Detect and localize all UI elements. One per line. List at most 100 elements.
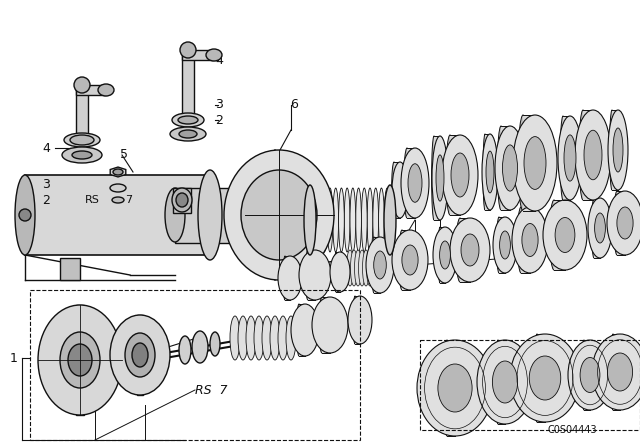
Ellipse shape xyxy=(316,188,321,252)
Ellipse shape xyxy=(595,213,605,243)
Ellipse shape xyxy=(132,343,148,367)
Ellipse shape xyxy=(442,135,478,215)
Bar xyxy=(434,136,440,220)
Bar xyxy=(521,207,530,273)
Ellipse shape xyxy=(584,130,602,180)
Text: RS  7: RS 7 xyxy=(390,262,422,275)
Ellipse shape xyxy=(575,110,611,200)
Ellipse shape xyxy=(170,127,206,141)
Bar xyxy=(76,305,84,415)
Ellipse shape xyxy=(350,188,356,252)
Bar xyxy=(407,148,415,218)
Bar xyxy=(485,134,490,210)
Bar xyxy=(537,334,545,422)
Ellipse shape xyxy=(446,135,454,215)
Ellipse shape xyxy=(555,217,575,253)
Ellipse shape xyxy=(270,316,280,360)
Bar xyxy=(447,340,455,436)
Ellipse shape xyxy=(524,137,546,190)
Ellipse shape xyxy=(408,164,422,202)
Ellipse shape xyxy=(372,237,376,293)
Ellipse shape xyxy=(366,237,394,293)
Ellipse shape xyxy=(224,150,334,280)
Bar xyxy=(584,340,590,410)
Ellipse shape xyxy=(580,358,600,392)
Ellipse shape xyxy=(588,198,612,258)
Ellipse shape xyxy=(113,169,123,175)
Ellipse shape xyxy=(379,188,384,252)
Bar xyxy=(285,256,290,300)
Ellipse shape xyxy=(286,316,296,360)
Bar xyxy=(76,85,106,95)
Bar xyxy=(523,115,535,211)
Ellipse shape xyxy=(384,188,390,252)
Ellipse shape xyxy=(230,316,240,360)
Ellipse shape xyxy=(614,191,620,255)
Ellipse shape xyxy=(500,231,511,259)
Ellipse shape xyxy=(609,110,614,190)
Bar xyxy=(554,200,565,270)
Bar xyxy=(308,250,315,300)
Ellipse shape xyxy=(299,250,331,300)
Ellipse shape xyxy=(319,297,325,353)
Bar xyxy=(182,50,194,120)
Text: 5: 5 xyxy=(120,148,128,161)
Ellipse shape xyxy=(198,170,222,260)
Ellipse shape xyxy=(513,115,557,211)
Ellipse shape xyxy=(334,252,338,292)
Ellipse shape xyxy=(278,256,302,300)
Ellipse shape xyxy=(112,197,124,203)
Ellipse shape xyxy=(607,191,640,255)
Bar xyxy=(25,175,210,255)
Bar xyxy=(594,198,600,258)
Ellipse shape xyxy=(560,116,566,200)
Text: RS: RS xyxy=(85,195,100,205)
Ellipse shape xyxy=(321,188,327,252)
Ellipse shape xyxy=(98,84,114,96)
Ellipse shape xyxy=(330,252,350,292)
Ellipse shape xyxy=(383,250,390,286)
Ellipse shape xyxy=(534,334,540,422)
Ellipse shape xyxy=(344,188,350,252)
Ellipse shape xyxy=(172,113,204,127)
Bar xyxy=(355,296,360,344)
Ellipse shape xyxy=(432,136,448,220)
Ellipse shape xyxy=(444,340,450,436)
Ellipse shape xyxy=(438,364,472,412)
Ellipse shape xyxy=(579,110,587,200)
Ellipse shape xyxy=(456,218,464,282)
Ellipse shape xyxy=(378,250,385,286)
Ellipse shape xyxy=(72,151,92,159)
Ellipse shape xyxy=(250,185,270,245)
Ellipse shape xyxy=(371,250,378,286)
Ellipse shape xyxy=(296,304,301,356)
Ellipse shape xyxy=(512,207,548,273)
Ellipse shape xyxy=(362,250,369,286)
Bar xyxy=(460,218,470,282)
Ellipse shape xyxy=(582,340,586,410)
Ellipse shape xyxy=(374,250,381,286)
Ellipse shape xyxy=(568,340,612,410)
Ellipse shape xyxy=(355,250,362,286)
Ellipse shape xyxy=(543,200,587,270)
Ellipse shape xyxy=(373,188,379,252)
Text: 6: 6 xyxy=(290,99,298,112)
Ellipse shape xyxy=(436,155,444,201)
Bar xyxy=(617,191,625,255)
Ellipse shape xyxy=(493,217,517,273)
Ellipse shape xyxy=(125,333,155,377)
Ellipse shape xyxy=(15,175,35,255)
Ellipse shape xyxy=(241,170,317,260)
Ellipse shape xyxy=(384,185,396,255)
Ellipse shape xyxy=(450,218,490,282)
Ellipse shape xyxy=(404,148,410,218)
Ellipse shape xyxy=(64,133,100,147)
Bar xyxy=(612,110,618,190)
Ellipse shape xyxy=(374,251,387,279)
Ellipse shape xyxy=(38,305,122,415)
Ellipse shape xyxy=(210,332,220,356)
Ellipse shape xyxy=(178,116,198,124)
Ellipse shape xyxy=(497,217,501,273)
Ellipse shape xyxy=(592,334,640,410)
Text: 1: 1 xyxy=(10,352,18,365)
